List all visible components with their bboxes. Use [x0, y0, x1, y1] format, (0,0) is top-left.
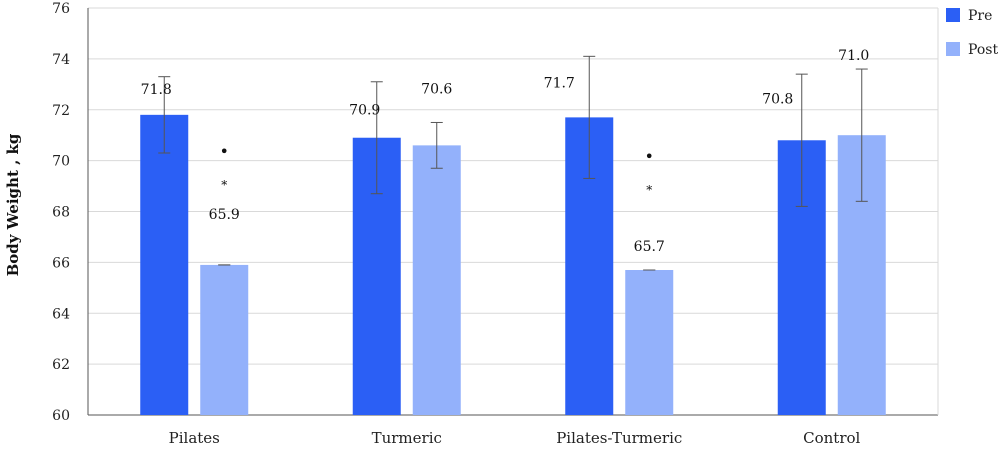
significance-star: * — [646, 183, 652, 197]
significance-star: * — [221, 178, 227, 192]
data-label: 71.0 — [838, 48, 869, 64]
significance-marks: • * • * — [220, 142, 654, 197]
legend-swatch — [946, 8, 960, 22]
x-category-label: Control — [803, 429, 860, 447]
bar — [412, 145, 461, 416]
y-tick-label: 76 — [52, 1, 70, 17]
bar — [625, 270, 674, 415]
error-bars — [158, 55, 868, 271]
data-label: 65.9 — [209, 207, 240, 223]
y-tick-label: 72 — [52, 103, 70, 119]
legend: Pre Post — [946, 8, 998, 58]
x-category-label: Pilates — [169, 429, 220, 447]
data-label: 65.7 — [634, 239, 665, 255]
y-tick-label: 66 — [52, 255, 70, 271]
y-tick-label: 62 — [52, 357, 70, 373]
data-labels: 71.8 65.9 70.9 70.6 71.7 65.7 70.8 71.0 — [141, 48, 870, 255]
legend-label: Post — [968, 42, 998, 58]
significance-dot: • — [220, 142, 229, 161]
x-category-label: Pilates-Turmeric — [556, 429, 682, 447]
x-category-label: Turmeric — [372, 429, 442, 447]
data-label: 71.7 — [544, 75, 575, 91]
axes: 60 62 64 66 68 70 72 74 76 Pilates Turmeric Pilates… — [52, 1, 939, 447]
data-label: 71.8 — [141, 82, 172, 98]
bars — [140, 114, 886, 416]
legend-swatch — [946, 42, 960, 56]
legend-label: Pre — [968, 8, 992, 24]
y-tick-label: 68 — [52, 205, 70, 221]
significance-dot: • — [645, 147, 654, 166]
y-tick-label: 60 — [52, 408, 70, 424]
y-axis-title: Body Weight , kg — [4, 133, 22, 276]
y-tick-label: 74 — [52, 52, 70, 68]
y-tick-label: 70 — [52, 154, 70, 170]
bar — [140, 114, 189, 416]
data-label: 70.8 — [762, 91, 793, 107]
data-label: 70.6 — [421, 81, 452, 97]
bar — [200, 264, 249, 415]
data-label: 70.9 — [349, 103, 380, 119]
y-tick-label: 64 — [52, 306, 70, 322]
